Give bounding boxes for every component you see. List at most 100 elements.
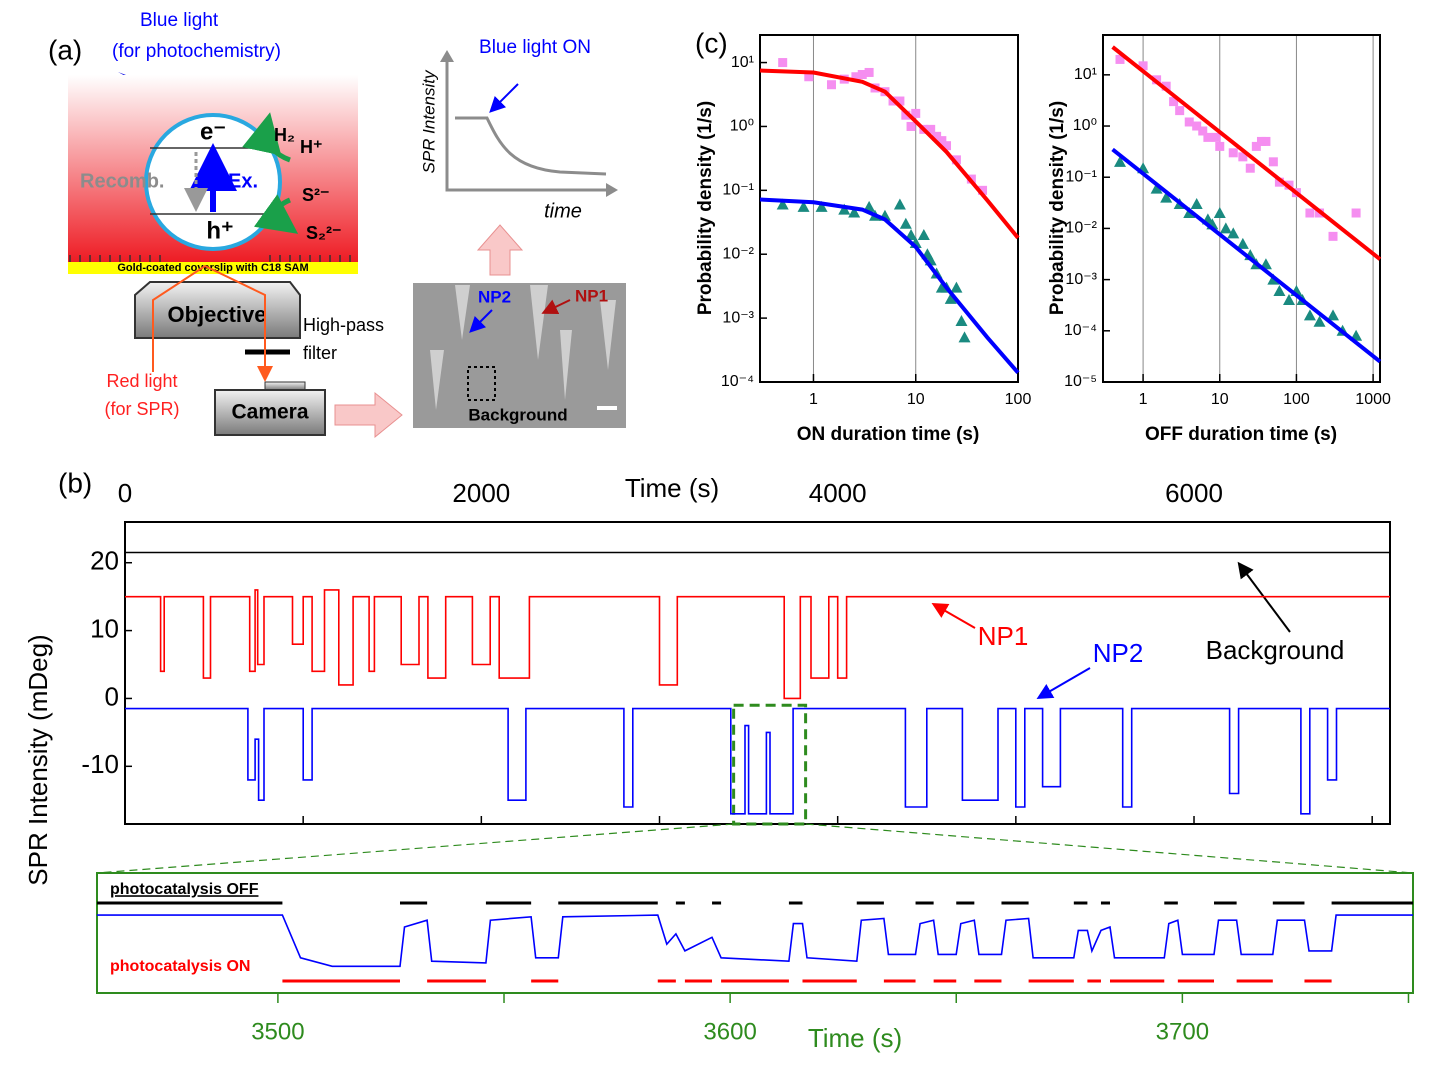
coverslip xyxy=(68,262,358,274)
text: Camera xyxy=(231,401,308,424)
line xyxy=(125,589,1390,700)
point xyxy=(815,200,828,212)
chart: 1 10 100 1000 10⁻⁵ 10⁻⁴ 10⁻³ 10⁻² 10⁻¹ 10⁰ 10¹ OFF … xyxy=(1047,34,1391,445)
y-tick-label: -10 xyxy=(81,749,119,779)
chart: 3500 3600 3700 Time (s) photocatalysis OFF ph… xyxy=(96,872,1414,1053)
zoom-connector xyxy=(96,823,734,874)
arrow xyxy=(469,309,493,333)
line xyxy=(759,197,1020,375)
y-tick-label: 0 xyxy=(105,681,119,711)
point xyxy=(944,292,957,304)
point xyxy=(851,72,861,82)
x-tick-label: 1 xyxy=(1139,391,1148,408)
zoom-connector xyxy=(805,823,1414,874)
text: e⁻ xyxy=(200,118,226,145)
point xyxy=(926,124,936,134)
text: NP1 xyxy=(575,286,608,305)
point xyxy=(848,206,861,218)
camera-top xyxy=(264,381,306,391)
line xyxy=(759,68,1020,240)
text: Recomb. xyxy=(80,170,164,192)
x-axis-label: OFF duration time (s) xyxy=(1145,424,1337,445)
text: h⁺ xyxy=(206,217,233,244)
point xyxy=(776,198,789,210)
y-tick-label: 10¹ xyxy=(1074,66,1097,83)
point xyxy=(1328,231,1338,241)
point xyxy=(1261,136,1271,146)
y-tick-label: 20 xyxy=(90,546,119,576)
point xyxy=(1160,191,1173,203)
point xyxy=(895,96,905,106)
point xyxy=(1238,152,1248,162)
y-axis-label: SPR Intensity (mDeg) xyxy=(23,634,53,885)
y-tick-label: 10⁻⁵ xyxy=(1064,373,1097,390)
text: NP2 xyxy=(478,287,511,306)
point xyxy=(1274,177,1284,187)
point xyxy=(1192,121,1202,131)
arrow-head xyxy=(606,183,618,197)
y-axis-label: Probability density (1/s) xyxy=(1047,101,1068,315)
y-tick-label: 10⁻² xyxy=(722,245,754,262)
point xyxy=(864,67,874,77)
x-tick-label: 3600 xyxy=(703,1018,756,1045)
point xyxy=(911,108,921,118)
y-tick-label: 10⁻¹ xyxy=(722,182,754,199)
text: H₂ xyxy=(274,125,295,145)
point xyxy=(1313,315,1326,327)
x-tick-label: 1000 xyxy=(1355,391,1391,408)
point xyxy=(1175,106,1185,116)
y-tick-label: 10¹ xyxy=(731,54,754,71)
point xyxy=(1273,284,1286,296)
label-arrow xyxy=(1237,561,1291,633)
text: Red light xyxy=(106,371,177,391)
x-tick-label: 10 xyxy=(1211,391,1229,408)
point xyxy=(797,200,810,212)
objective xyxy=(134,281,301,339)
plot-frame xyxy=(1102,34,1381,383)
point xyxy=(1227,227,1240,239)
state-label: photocatalysis OFF xyxy=(110,881,259,898)
series-label: NP2 xyxy=(1093,638,1144,668)
point xyxy=(1215,141,1225,151)
x-tick-label: 100 xyxy=(1005,391,1032,408)
arrow xyxy=(242,112,291,163)
text: time xyxy=(544,200,582,222)
x-tick-label: 3500 xyxy=(251,1018,304,1045)
line xyxy=(1111,45,1382,261)
text: Blue light xyxy=(140,10,219,31)
panel-label: (c) xyxy=(695,27,728,58)
roi xyxy=(467,366,496,401)
point xyxy=(1303,309,1316,321)
point xyxy=(1169,97,1179,107)
point xyxy=(951,155,961,165)
point xyxy=(1211,132,1221,142)
point xyxy=(950,281,963,293)
text: High-pass xyxy=(303,315,384,335)
x-axis-label: Time (s) xyxy=(625,473,719,503)
point xyxy=(1251,141,1261,151)
series-label: Background xyxy=(1206,635,1345,665)
text: filter xyxy=(303,343,337,363)
panel-label: (b) xyxy=(58,467,92,498)
point xyxy=(778,58,788,68)
point xyxy=(1283,293,1296,305)
y-tick-label: 10⁻³ xyxy=(722,309,754,326)
point xyxy=(1219,222,1232,234)
state-label: photocatalysis ON xyxy=(110,958,250,975)
y-tick-label: 10⁰ xyxy=(1073,117,1097,134)
chart: (c) 1 10 100 10⁻⁴ 10⁻³ 10⁻² 10⁻¹ 10⁰ 10¹ ON durati… xyxy=(695,27,1031,445)
x-axis-label: ON duration time (s) xyxy=(797,424,980,445)
point xyxy=(1138,61,1148,71)
point xyxy=(1114,155,1127,167)
sketch-curve xyxy=(455,116,607,176)
plot-frame xyxy=(759,34,1019,383)
sam xyxy=(69,255,351,262)
point xyxy=(937,136,947,146)
text: S²⁻ xyxy=(302,185,330,205)
point xyxy=(942,141,952,151)
sketch-axes xyxy=(445,60,608,192)
text: Ex. xyxy=(228,170,258,192)
point xyxy=(1198,126,1208,136)
plot-frame xyxy=(124,521,1391,825)
light-path xyxy=(152,264,273,382)
